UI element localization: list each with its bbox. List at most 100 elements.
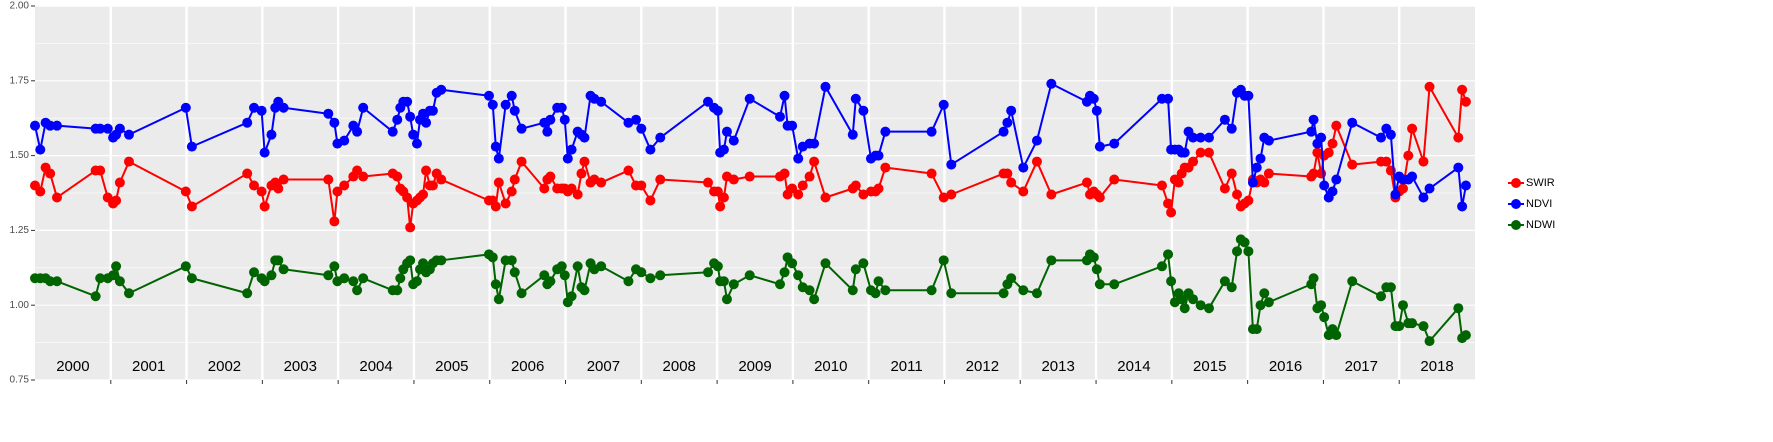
data-point [850,264,861,275]
year-label: 2012 [966,358,999,375]
data-point [1259,177,1270,188]
data-point [566,144,577,155]
year-label: 2011 [890,358,922,375]
data-point [1376,132,1387,143]
data-point [411,276,422,287]
data-point [793,153,804,164]
data-point [405,222,416,233]
data-point [1188,294,1199,305]
y-tick-label: 0.75 [10,375,30,386]
data-point [1460,96,1471,107]
data-point [1203,132,1214,143]
data-point [387,126,398,137]
data-point [721,294,732,305]
data-point [728,174,739,185]
data-point [1327,186,1338,197]
data-point [35,144,46,155]
data-point [427,105,438,116]
data-point [339,180,350,191]
data-point [1226,282,1237,293]
data-point [1188,132,1199,143]
data-point [1031,156,1042,167]
data-point [1331,174,1342,185]
y-tick-label: 1.25 [10,225,30,236]
data-point [1385,129,1396,140]
data-point [559,270,570,281]
data-point [566,291,577,302]
year-label: 2006 [511,358,544,375]
data-point [186,141,197,152]
data-point [273,183,284,194]
data-point [352,126,363,137]
data-point [1088,93,1099,104]
data-point [427,180,438,191]
data-point [712,261,723,272]
data-point [645,144,656,155]
data-point [108,270,119,281]
data-point [392,285,403,296]
data-point [623,276,634,287]
data-point [850,180,861,191]
data-point [436,255,447,266]
data-point [1109,138,1120,149]
legend-label: SWIR [1526,177,1555,189]
data-point [1031,288,1042,299]
data-point [358,273,369,284]
data-point [273,255,284,266]
data-point [1316,300,1327,311]
data-point [506,90,517,101]
data-point [1418,321,1429,332]
data-point [1308,168,1319,179]
data-point [256,105,267,116]
data-point [703,267,714,278]
data-point [576,168,587,179]
data-point [542,126,553,137]
data-point [579,285,590,296]
data-point [1176,294,1187,305]
data-point [1109,174,1120,185]
data-point [259,147,270,158]
data-point [645,195,656,206]
data-point [858,105,869,116]
data-point [1195,300,1206,311]
year-label: 2001 [132,358,165,375]
data-point [1091,264,1102,275]
data-point [718,144,729,155]
data-point [880,126,891,137]
data-point [249,102,260,113]
data-point [793,189,804,200]
data-point [579,132,590,143]
data-point [850,93,861,104]
data-point [278,174,289,185]
data-point [1046,255,1057,266]
data-point [744,270,755,281]
data-point [418,258,429,269]
data-point [358,171,369,182]
data-point [1188,156,1199,167]
data-point [655,270,666,281]
data-point [111,261,122,272]
data-point [1179,147,1190,158]
data-point [509,267,520,278]
data-point [1251,162,1262,173]
data-point [405,111,416,122]
data-point [1331,120,1342,131]
data-point [545,276,556,287]
data-point [402,96,413,107]
data-point [1156,180,1167,191]
data-point [703,177,714,188]
data-point [348,276,359,287]
data-point [1424,183,1435,194]
data-point [655,174,666,185]
data-point [95,165,106,176]
data-point [490,201,501,212]
data-point [1407,318,1418,329]
data-point [493,177,504,188]
legend-key [1511,220,1521,230]
data-point [35,186,46,197]
year-label: 2004 [359,358,392,375]
data-point [506,255,517,266]
data-point [1219,114,1230,125]
data-point [1243,195,1254,206]
data-point [1418,156,1429,167]
